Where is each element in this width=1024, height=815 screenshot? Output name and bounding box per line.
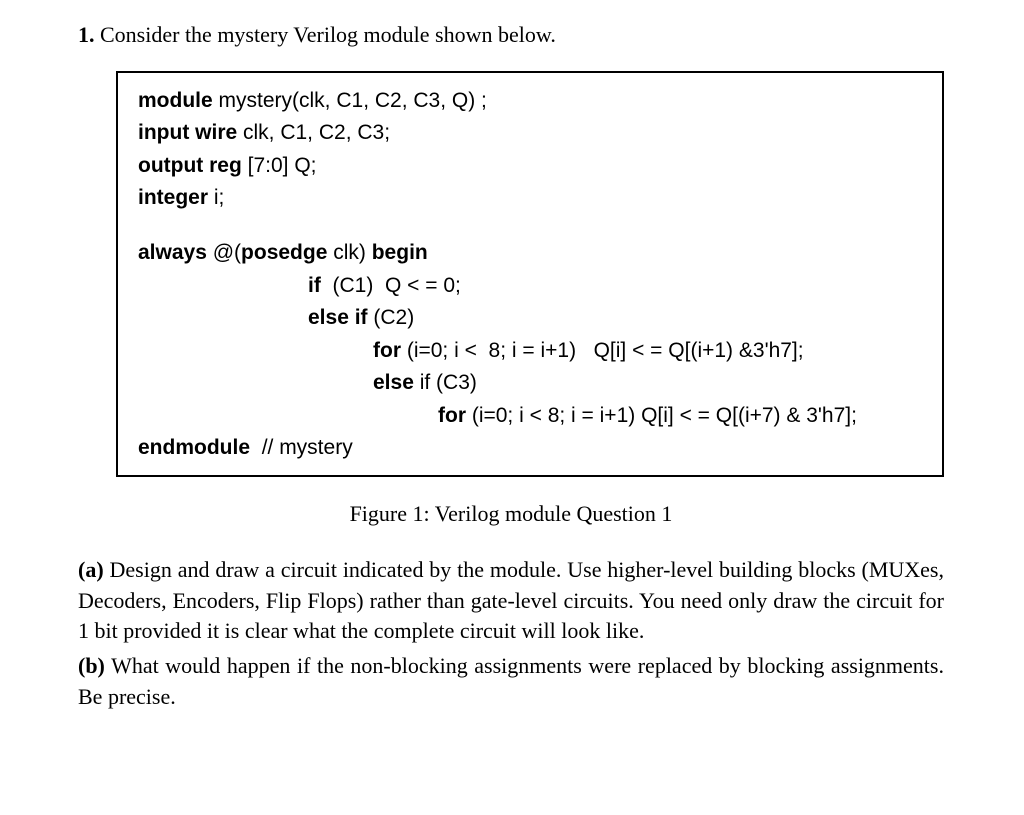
code-text: @( <box>213 241 241 264</box>
kw: endmodule <box>138 436 262 459</box>
kw: input wire <box>138 121 243 144</box>
kw: posedge <box>241 241 333 264</box>
subquestion-a: (a) Design and draw a circuit indicated … <box>78 555 944 647</box>
code-line-9: else if (C3) <box>138 367 922 400</box>
code-line-3: output reg [7:0] Q; <box>138 150 922 183</box>
part-a-label: (a) <box>78 557 104 582</box>
code-line-10: for (i=0; i < 8; i = i+1) Q[i] < = Q[(i+… <box>138 400 922 433</box>
part-b-text: What would happen if the non-blocking as… <box>78 653 944 709</box>
code-text: mystery(clk, C1, C2, C3, Q) ; <box>219 89 487 112</box>
code-box: module mystery(clk, C1, C2, C3, Q) ; inp… <box>116 71 944 477</box>
part-b-label: (b) <box>78 653 105 678</box>
code-line-4: integer i; <box>138 182 922 215</box>
kw: module <box>138 89 219 112</box>
part-a-text: Design and draw a circuit indicated by t… <box>78 557 944 644</box>
code-text: clk, C1, C2, C3; <box>243 121 390 144</box>
code-line-2: input wire clk, C1, C2, C3; <box>138 117 922 150</box>
code-text: // mystery <box>262 436 353 459</box>
code-line-7: else if (C2) <box>138 302 922 335</box>
kw: integer <box>138 186 214 209</box>
question-number: 1. <box>78 22 95 47</box>
code-text: [7:0] Q; <box>248 154 317 177</box>
code-text: (C2) <box>373 306 414 329</box>
subquestion-b: (b) What would happen if the non-blockin… <box>78 651 944 713</box>
code-line-1: module mystery(clk, C1, C2, C3, Q) ; <box>138 85 922 118</box>
code-line-8: for (i=0; i < 8; i = i+1) Q[i] < = Q[(i+… <box>138 335 922 368</box>
code-text: i; <box>214 186 225 209</box>
blank-line <box>138 215 922 237</box>
question-prompt: 1. Consider the mystery Verilog module s… <box>78 20 944 51</box>
kw: else if <box>308 306 373 329</box>
code-text: clk) <box>333 241 372 264</box>
kw: else <box>373 371 420 394</box>
figure-caption: Figure 1: Verilog module Question 1 <box>78 501 944 527</box>
code-text: (C1) Q < = 0; <box>321 274 461 297</box>
kw: for <box>438 404 472 427</box>
kw: output reg <box>138 154 248 177</box>
code-text: (i=0; i < 8; i = i+1) Q[i] < = Q[(i+7) &… <box>472 404 857 427</box>
question-text: Consider the mystery Verilog module show… <box>100 22 556 47</box>
code-line-11: endmodule // mystery <box>138 432 922 465</box>
kw: if <box>308 274 321 297</box>
code-line-6: if (C1) Q < = 0; <box>138 270 922 303</box>
kw: always <box>138 241 213 264</box>
code-line-5: always @(posedge clk) begin <box>138 237 922 270</box>
code-text: if (C3) <box>420 371 477 394</box>
code-text: (i=0; i < 8; i = i+1) Q[i] < = Q[(i+1) &… <box>407 339 804 362</box>
kw: begin <box>372 241 428 264</box>
kw: for <box>373 339 407 362</box>
